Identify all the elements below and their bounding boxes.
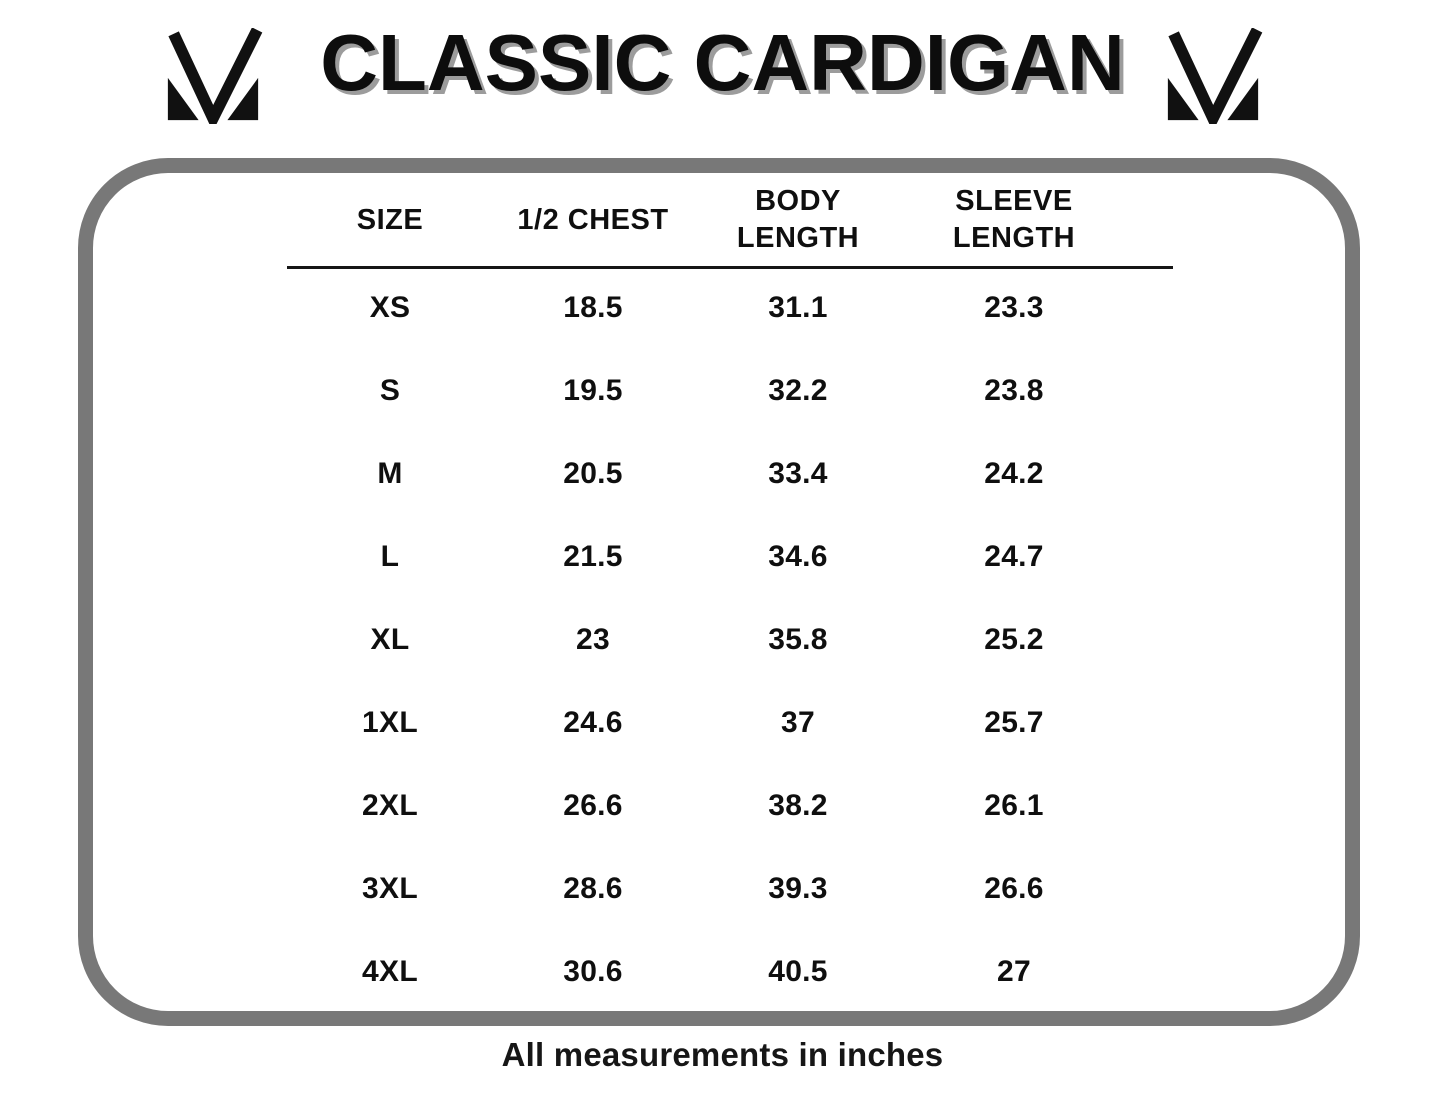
table-row-s: S 19.5 32.2 23.8 bbox=[287, 349, 1173, 432]
measurements-note: All measurements in inches bbox=[501, 1036, 944, 1073]
cell-sleeve-length: 25.2 bbox=[984, 622, 1044, 656]
table-row-xl: XL 23 35.8 25.2 bbox=[287, 598, 1173, 681]
table-header-row: SIZE 1/2 CHEST BODY LENGTH SLEEVE LENGTH bbox=[287, 182, 1173, 258]
cell-half-chest: 24.6 bbox=[563, 705, 623, 739]
cell-body-length: 39.3 bbox=[768, 871, 828, 905]
col-header-body-length-label: BODY LENGTH bbox=[736, 185, 860, 254]
cell-size: XL bbox=[370, 622, 410, 656]
rounded-frame: SIZE 1/2 CHEST BODY LENGTH SLEEVE LENGTH… bbox=[78, 158, 1360, 1026]
table-row-1xl: 1XL 24.6 37 25.7 bbox=[287, 681, 1173, 764]
masthead: CLASSIC CARDIGAN bbox=[0, 0, 1445, 158]
cell-size: 4XL bbox=[362, 954, 418, 988]
table-row-2xl: 2XL 26.6 38.2 26.1 bbox=[287, 764, 1173, 847]
cell-size: L bbox=[380, 539, 400, 573]
size-table: SIZE 1/2 CHEST BODY LENGTH SLEEVE LENGTH… bbox=[287, 182, 1173, 1013]
cell-sleeve-length: 27 bbox=[997, 954, 1031, 988]
cell-sleeve-length: 26.6 bbox=[984, 871, 1044, 905]
table-row-4xl: 4XL 30.6 40.5 27 bbox=[287, 930, 1173, 1013]
cell-body-length: 32.2 bbox=[768, 373, 828, 407]
table-row-xs: XS 18.5 31.1 23.3 bbox=[287, 266, 1173, 349]
m-monogram-logo-icon bbox=[1163, 28, 1263, 124]
col-header-body-length: BODY LENGTH bbox=[693, 183, 903, 257]
table-body: XS 18.5 31.1 23.3 S 19.5 32.2 23.8 M 20.… bbox=[287, 266, 1173, 1013]
cell-half-chest: 21.5 bbox=[563, 539, 623, 573]
cell-half-chest: 20.5 bbox=[563, 456, 623, 490]
col-header-half-chest: 1/2 CHEST bbox=[493, 202, 693, 239]
col-header-size-label: SIZE bbox=[356, 203, 424, 236]
cell-size: 3XL bbox=[362, 871, 418, 905]
col-header-half-chest-label: 1/2 CHEST bbox=[517, 203, 669, 236]
cell-sleeve-length: 26.1 bbox=[984, 788, 1044, 822]
cell-body-length: 40.5 bbox=[768, 954, 828, 988]
col-header-sleeve-length-label: SLEEVE LENGTH bbox=[952, 185, 1076, 254]
cell-body-length: 37 bbox=[781, 705, 815, 739]
header-rule bbox=[287, 266, 1173, 269]
cell-half-chest: 26.6 bbox=[563, 788, 623, 822]
m-monogram-logo-icon bbox=[163, 28, 263, 124]
cell-body-length: 38.2 bbox=[768, 788, 828, 822]
cell-size: 2XL bbox=[362, 788, 418, 822]
cell-body-length: 33.4 bbox=[768, 456, 828, 490]
table-row-m: M 20.5 33.4 24.2 bbox=[287, 432, 1173, 515]
cell-half-chest: 19.5 bbox=[563, 373, 623, 407]
table-row-3xl: 3XL 28.6 39.3 26.6 bbox=[287, 847, 1173, 930]
cell-size: M bbox=[377, 456, 403, 490]
cell-sleeve-length: 24.2 bbox=[984, 456, 1044, 490]
cell-sleeve-length: 24.7 bbox=[984, 539, 1044, 573]
cell-size: S bbox=[379, 373, 401, 407]
cell-body-length: 34.6 bbox=[768, 539, 828, 573]
cell-half-chest: 23 bbox=[576, 622, 610, 656]
table-row-l: L 21.5 34.6 24.7 bbox=[287, 515, 1173, 598]
cell-sleeve-length: 23.3 bbox=[984, 290, 1044, 324]
cell-half-chest: 30.6 bbox=[563, 954, 623, 988]
cell-body-length: 31.1 bbox=[768, 290, 828, 324]
page-title: CLASSIC CARDIGAN bbox=[320, 18, 1125, 107]
cell-sleeve-length: 23.8 bbox=[984, 373, 1044, 407]
cell-sleeve-length: 25.7 bbox=[984, 705, 1044, 739]
cell-size: XS bbox=[369, 290, 411, 324]
cell-body-length: 35.8 bbox=[768, 622, 828, 656]
cell-half-chest: 28.6 bbox=[563, 871, 623, 905]
cell-size: 1XL bbox=[362, 705, 418, 739]
cell-half-chest: 18.5 bbox=[563, 290, 623, 324]
col-header-sleeve-length: SLEEVE LENGTH bbox=[903, 183, 1125, 257]
col-header-size: SIZE bbox=[287, 202, 493, 239]
